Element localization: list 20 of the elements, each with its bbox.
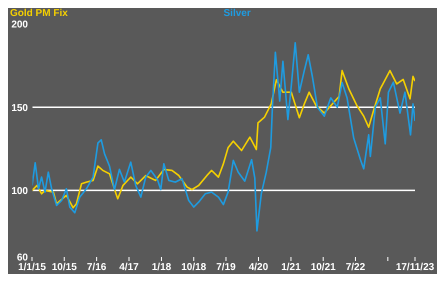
text: Silver bbox=[224, 8, 252, 20]
y-tick-label: 150 bbox=[11, 102, 28, 114]
line-series bbox=[32, 42, 415, 232]
y-tick-label: 200 bbox=[11, 20, 28, 31]
x-tick-label: 1/1/15 bbox=[18, 262, 46, 274]
x-tick-label: 4/20 bbox=[248, 262, 269, 274]
x-tick-label: 10/21 bbox=[310, 262, 336, 274]
x-tick-label: 4/17 bbox=[119, 262, 140, 274]
x-tick-label: 10/15 bbox=[52, 262, 78, 274]
x-tick-label: 10/18 bbox=[181, 262, 207, 274]
y-tick-label: 100 bbox=[11, 186, 28, 197]
x-tick-label: 1/18 bbox=[152, 262, 172, 274]
y-tick-label: 60 bbox=[16, 252, 28, 264]
x-tick-label: 7/22 bbox=[346, 262, 366, 274]
x-tick-label: 7/16 bbox=[86, 262, 107, 274]
text: Gold PM Fix bbox=[10, 8, 69, 20]
x-tick-label: 17/11/23 bbox=[396, 262, 435, 274]
line-series bbox=[32, 70, 415, 209]
x-tick-label: 7/19 bbox=[216, 262, 236, 274]
x-tick-label: 1/21 bbox=[281, 262, 302, 274]
